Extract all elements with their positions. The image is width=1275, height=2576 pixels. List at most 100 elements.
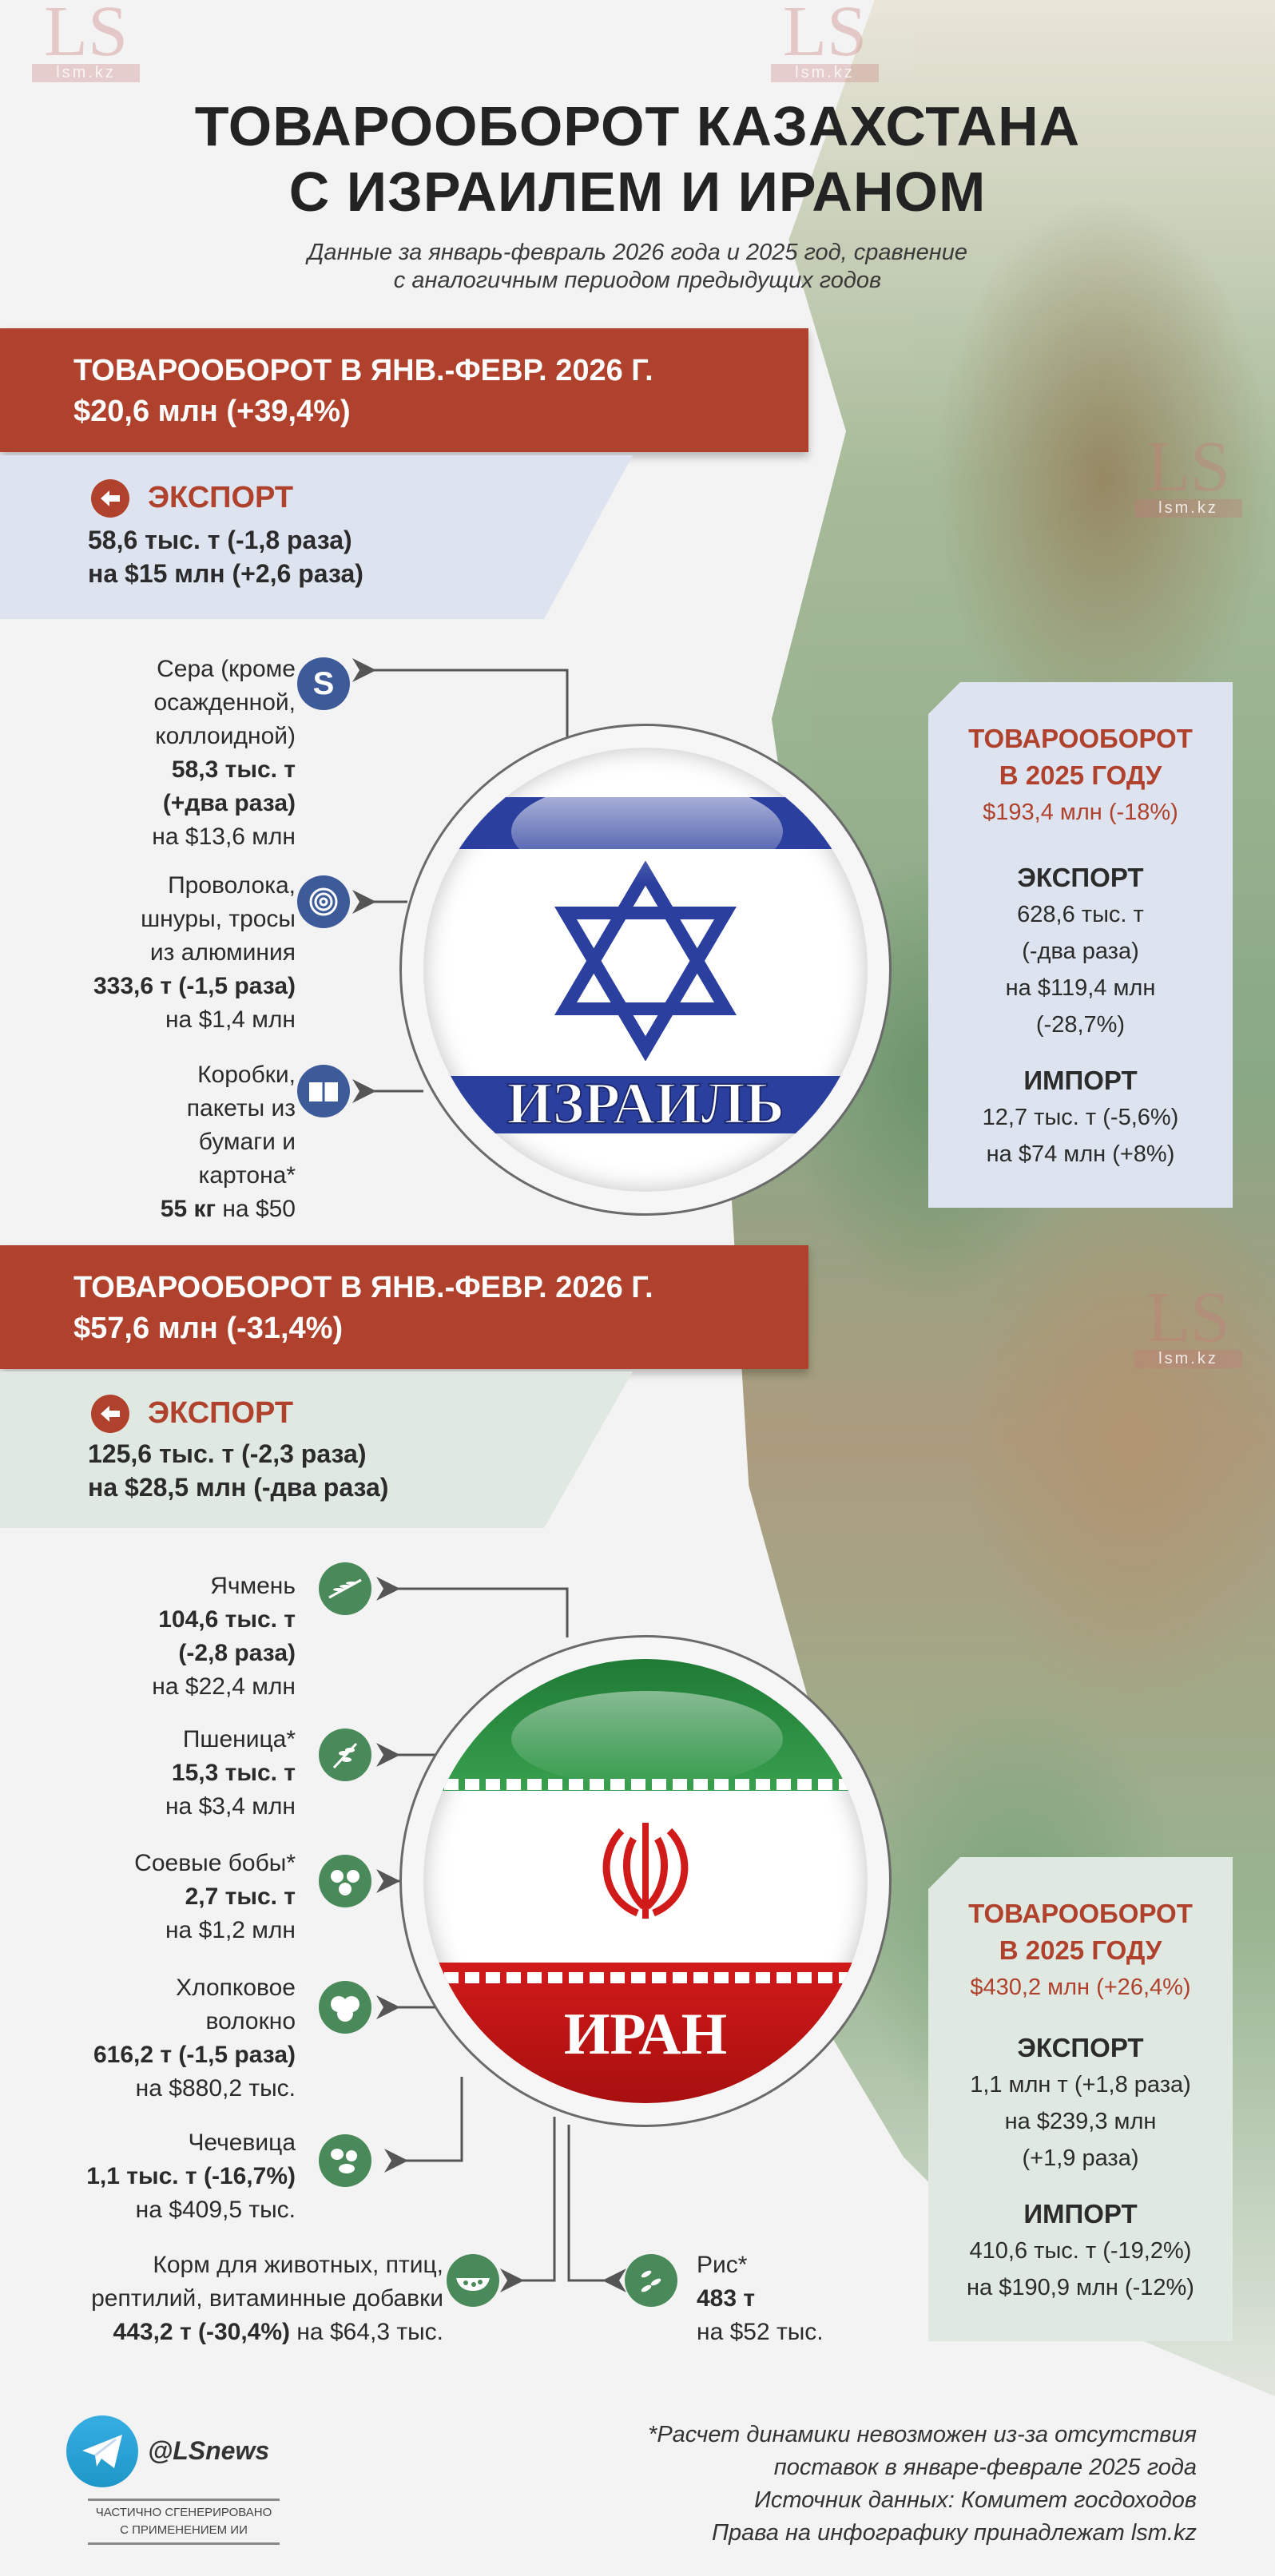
summary-export-line: на $239,3 млн bbox=[1004, 2109, 1157, 2134]
telegram-icon[interactable] bbox=[66, 2415, 138, 2487]
arrow-rice bbox=[567, 2125, 626, 2292]
export-volume: 125,6 тыс. т (-2,3 раза) bbox=[88, 1439, 367, 1468]
item-text: бумаги и bbox=[198, 1129, 296, 1155]
item-volume: 483 т bbox=[697, 2285, 756, 2312]
export-value: на $15 млн (+2,6 раза) bbox=[88, 559, 363, 588]
item-text: на $1,2 млн bbox=[165, 1917, 296, 1943]
watermark-logo: LS bbox=[782, 0, 868, 71]
flag-green-band bbox=[423, 1659, 868, 1791]
arrow-feed bbox=[500, 2117, 556, 2292]
banner-title: ТОВАРООБОРОТ В ЯНВ.-ФЕВР. 2026 Г. bbox=[73, 354, 653, 387]
item-line: пакеты из bbox=[0, 1092, 296, 1125]
item-line: на $1,2 млн bbox=[0, 1914, 296, 1947]
iran-turnover-banner: ТОВАРООБОРОТ В ЯНВ.-ФЕВР. 2026 Г. $57,6 … bbox=[0, 1245, 808, 1369]
export-item: Коробки, пакеты из бумаги и картона* 55 кг н… bbox=[0, 1058, 296, 1226]
summary-import-line: на $74 млн (+8%) bbox=[986, 1141, 1175, 1167]
watermark-site: lsm.kz bbox=[1134, 1350, 1242, 1368]
export-label: ЭКСПОРТ bbox=[148, 1396, 294, 1430]
summary-export-line: 1,1 млн т (+1,8 раза) bbox=[970, 2072, 1191, 2098]
item-line: на $409,5 тыс. bbox=[0, 2193, 296, 2227]
arrow-barley bbox=[376, 1577, 569, 1637]
iran-flag: ИРАН bbox=[423, 1659, 868, 2103]
watermark-logo: LS bbox=[1146, 1278, 1231, 1357]
banner-title: ТОВАРООБОРОТ В ЯНВ.-ФЕВР. 2026 Г. bbox=[73, 1271, 653, 1304]
item-text: шнуры, тросы bbox=[141, 906, 296, 932]
item-text: на $880,2 тыс. bbox=[135, 2075, 296, 2102]
item-line: 333,6 т (-1,5 раза) bbox=[0, 970, 296, 1003]
israel-turnover-banner: ТОВАРООБОРОТ В ЯНВ.-ФЕВР. 2026 Г. $20,6 … bbox=[0, 328, 808, 452]
summary-title-year: В 2025 ГОДУ bbox=[999, 1935, 1162, 1965]
summary-import-line: на $190,9 млн (-12%) bbox=[967, 2275, 1194, 2300]
item-line: 104,6 тыс. т bbox=[0, 1603, 296, 1637]
telegram-handle[interactable]: @LSnews bbox=[148, 2436, 270, 2465]
summary-import-line: 410,6 тыс. т (-19,2%) bbox=[969, 2238, 1192, 2264]
summary-export-line: 628,6 тыс. т bbox=[1017, 902, 1144, 927]
export-volume: 58,6 тыс. т (-1,8 раза) bbox=[88, 526, 352, 554]
ai-note-line2: С ПРИМЕНЕНИЕМ ИИ bbox=[120, 2523, 248, 2537]
item-line: на $1,4 млн bbox=[0, 1003, 296, 1037]
item-line: на $52 тыс. bbox=[697, 2316, 1176, 2349]
item-text: на $52 тыс. bbox=[697, 2319, 824, 2345]
arrow-lentil bbox=[384, 2077, 463, 2173]
item-line: коллоидной) bbox=[0, 720, 296, 753]
item-text: на $50 bbox=[216, 1196, 296, 1222]
item-line: Сера (кроме bbox=[0, 653, 296, 686]
ai-note-line1: ЧАСТИЧНО СГЕНЕРИРОВАНО bbox=[95, 2506, 272, 2519]
item-volume: 58,3 тыс. т bbox=[171, 756, 296, 783]
item-line: Корм для животных, птиц, bbox=[0, 2249, 443, 2282]
iran-2025-summary: ТОВАРООБОРОТ В 2025 ГОДУ $430,2 млн (+26… bbox=[928, 1857, 1233, 2341]
cotton-icon bbox=[319, 1981, 371, 2034]
page-title-line2: С ИЗРАИЛЕМ И ИРАНОМ bbox=[288, 161, 987, 223]
export-item: Чечевица 1,1 тыс. т (-16,7%) на $409,5 тыс… bbox=[0, 2126, 296, 2227]
item-text: рептилий, витаминные добавки bbox=[91, 2285, 443, 2312]
summary-import-line: 12,7 тыс. т (-5,6%) bbox=[982, 1105, 1179, 1130]
item-text: Соевые бобы* bbox=[134, 1850, 296, 1876]
item-text: Пшеница* bbox=[182, 1726, 296, 1752]
item-line: шнуры, тросы bbox=[0, 903, 296, 936]
item-line: Соевые бобы* bbox=[0, 1847, 296, 1880]
watermark-site: lsm.kz bbox=[1134, 499, 1242, 518]
item-line: 483 т bbox=[697, 2282, 1176, 2316]
watermark-logo: LS bbox=[1146, 427, 1231, 506]
item-line: Чечевица bbox=[0, 2126, 296, 2160]
data-source: Источник данных: Комитет госдоходов bbox=[754, 2487, 1197, 2513]
wheat-icon bbox=[319, 1729, 371, 1781]
item-text: на $13,6 млн bbox=[152, 824, 296, 850]
summary-total: $193,4 млн (-18%) bbox=[983, 800, 1178, 825]
item-text: из алюминия bbox=[149, 939, 296, 966]
flag-stripe-bottom bbox=[423, 1076, 868, 1133]
export-item: Хлопковое волокно 616,2 т (-1,5 раза) на $8… bbox=[0, 1971, 296, 2106]
animal-feed-icon bbox=[447, 2254, 499, 2307]
summary-total: $430,2 млн (+26,4%) bbox=[970, 1975, 1191, 2000]
summary-export-line: (-28,7%) bbox=[1035, 1012, 1126, 1038]
item-line: 15,3 тыс. т bbox=[0, 1756, 296, 1790]
item-volume: 616,2 т (-1,5 раза) bbox=[93, 2042, 296, 2068]
item-text: Хлопковое bbox=[176, 1975, 296, 2001]
item-volume: 333,6 т (-1,5 раза) bbox=[93, 973, 296, 999]
summary-import-label: ИМПОРТ bbox=[1023, 2199, 1138, 2229]
country-name-iran: ИРАН bbox=[563, 2002, 728, 2067]
israel-2025-summary: ТОВАРООБОРОТ В 2025 ГОДУ $193,4 млн (-18… bbox=[928, 682, 1233, 1208]
subtitle-line1: Данные за январь-февраль 2026 года и 202… bbox=[308, 240, 967, 265]
item-line: на $3,4 млн bbox=[0, 1790, 296, 1824]
export-item: Ячмень 104,6 тыс. т (-2,8 раза) на $22,4 мл… bbox=[0, 1570, 296, 1704]
item-text: Чечевица bbox=[188, 2129, 296, 2156]
item-line: волокно bbox=[0, 2005, 296, 2038]
item-text: волокно bbox=[205, 2008, 296, 2034]
iran-emblem-icon bbox=[602, 1823, 689, 1919]
barley-icon bbox=[319, 1562, 371, 1615]
arrow-left-icon bbox=[91, 1395, 129, 1433]
item-volume: 2,7 тыс. т bbox=[185, 1883, 296, 1910]
sulfur-icon: S bbox=[297, 657, 350, 710]
summary-import-label: ИМПОРТ bbox=[1023, 1066, 1138, 1095]
item-text: Коробки, bbox=[197, 1062, 296, 1088]
copyright: Права на инфографику принадлежат lsm.kz bbox=[712, 2520, 1197, 2546]
israel-flag: ИЗРАИЛЬ bbox=[423, 748, 868, 1192]
watermark-logo: LS bbox=[43, 0, 129, 71]
wire-coil-icon bbox=[297, 875, 350, 928]
item-volume: (+два раза) bbox=[162, 790, 296, 816]
box-icon bbox=[297, 1065, 350, 1117]
